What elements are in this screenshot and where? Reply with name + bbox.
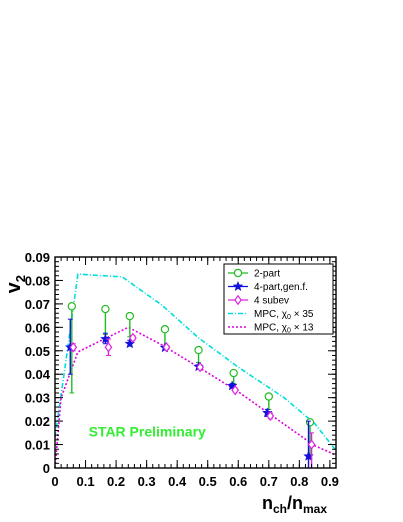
data-point bbox=[104, 338, 113, 356]
legend-swatch-marker bbox=[232, 280, 244, 292]
y-axis-title-sub: 2 bbox=[13, 275, 28, 282]
y-tick-label: 0.03 bbox=[25, 391, 50, 406]
legend-swatch-marker bbox=[233, 268, 243, 278]
x-tick-label: 0.1 bbox=[77, 474, 95, 489]
marker bbox=[125, 311, 135, 321]
data-point bbox=[266, 410, 275, 422]
x-tick-label: 0.2 bbox=[107, 474, 125, 489]
series-3 bbox=[69, 332, 316, 469]
data-point bbox=[264, 392, 274, 410]
marker bbox=[104, 342, 113, 353]
y-tick-label: 0 bbox=[43, 461, 50, 476]
legend-box bbox=[223, 263, 334, 335]
x-axis-title-sub: ch bbox=[273, 502, 287, 516]
y-axis-title-main: v bbox=[3, 281, 25, 293]
y-tick-label: 0.08 bbox=[25, 273, 50, 288]
y-tick-label: 0.04 bbox=[25, 367, 51, 382]
data-point bbox=[99, 332, 111, 345]
legend-label: 4 subev bbox=[254, 296, 289, 307]
marker bbox=[266, 410, 275, 422]
marker bbox=[128, 332, 137, 344]
axis-tick-labels: 0 0.1 0.2 0.3 0.4 0.5 0.6 0.7 0.8 0.9 0 0.01 0.02 0.0… bbox=[25, 250, 339, 489]
marker bbox=[226, 380, 238, 391]
data-point bbox=[307, 432, 316, 469]
x-axis-title: nch/nmax bbox=[262, 493, 327, 516]
marker bbox=[305, 418, 315, 427]
x-tick-label: 0.4 bbox=[168, 474, 187, 489]
x-tick-label: 0.5 bbox=[199, 474, 217, 489]
data-point bbox=[128, 332, 137, 344]
legend-item: MPC, χ0 × 13 bbox=[228, 323, 314, 335]
y-tick-label: 0.09 bbox=[25, 250, 50, 265]
x-tick-label: 0.7 bbox=[260, 474, 278, 489]
legend-label: MPC, χ0 × 13 bbox=[254, 323, 314, 335]
data-point bbox=[231, 384, 240, 396]
y-tick-label: 0.07 bbox=[25, 297, 50, 312]
legend-items: 2-part 4-part,gen.f. 4 subev MPC, χ0 × 35 MP… bbox=[228, 269, 314, 335]
legend-label: 2-part bbox=[254, 269, 280, 280]
star-preliminary-label: STAR Preliminary bbox=[89, 423, 206, 439]
legend-label: 4-part,gen.f. bbox=[254, 282, 308, 293]
y-tick-label: 0.02 bbox=[25, 414, 50, 429]
x-axis-title-sub2: max bbox=[303, 502, 327, 516]
marker bbox=[231, 384, 240, 396]
marker bbox=[196, 361, 204, 373]
marker bbox=[229, 368, 238, 378]
marker bbox=[307, 439, 316, 450]
marker bbox=[101, 304, 110, 314]
marker bbox=[194, 345, 203, 355]
y-tick-label: 0.01 bbox=[25, 438, 50, 453]
marker bbox=[160, 325, 170, 334]
legend-item: MPC, χ0 × 35 bbox=[228, 309, 314, 321]
data-point bbox=[226, 380, 238, 391]
legend-item: 2-part bbox=[228, 269, 280, 280]
data-point bbox=[162, 342, 171, 353]
legend-item: 4-part,gen.f. bbox=[228, 280, 308, 293]
x-tick-label: 0.3 bbox=[138, 474, 156, 489]
x-tick-label: 0 bbox=[51, 474, 58, 489]
y-axis-title: v2 bbox=[3, 275, 28, 293]
data-point bbox=[229, 368, 238, 385]
legend-label: MPC, χ0 × 35 bbox=[254, 309, 314, 321]
data-point bbox=[69, 342, 78, 353]
data-point bbox=[101, 304, 110, 335]
series-2 bbox=[64, 318, 314, 469]
y-tick-label: 0.06 bbox=[25, 320, 50, 335]
data-point bbox=[194, 345, 203, 363]
data-point bbox=[305, 418, 315, 460]
marker bbox=[162, 342, 171, 353]
data-series bbox=[64, 302, 316, 469]
x-tick-label: 0.9 bbox=[321, 474, 339, 489]
legend-item: 4 subev bbox=[228, 294, 289, 307]
marker bbox=[67, 302, 76, 311]
marker bbox=[264, 392, 274, 401]
marker bbox=[69, 342, 78, 353]
x-axis-title-main: n bbox=[262, 493, 273, 513]
y-tick-label: 0.05 bbox=[25, 344, 50, 359]
data-point bbox=[196, 361, 204, 373]
x-tick-label: 0.8 bbox=[290, 474, 308, 489]
x-axis-title-sep: /n bbox=[287, 493, 303, 513]
legend-swatch-marker bbox=[234, 294, 242, 306]
data-point bbox=[125, 311, 135, 338]
x-tick-label: 0.6 bbox=[229, 474, 247, 489]
series-1 bbox=[67, 302, 315, 460]
marker bbox=[99, 333, 111, 344]
legend: 2-part 4-part,gen.f. 4 subev MPC, χ0 × 35 MP… bbox=[223, 263, 334, 335]
